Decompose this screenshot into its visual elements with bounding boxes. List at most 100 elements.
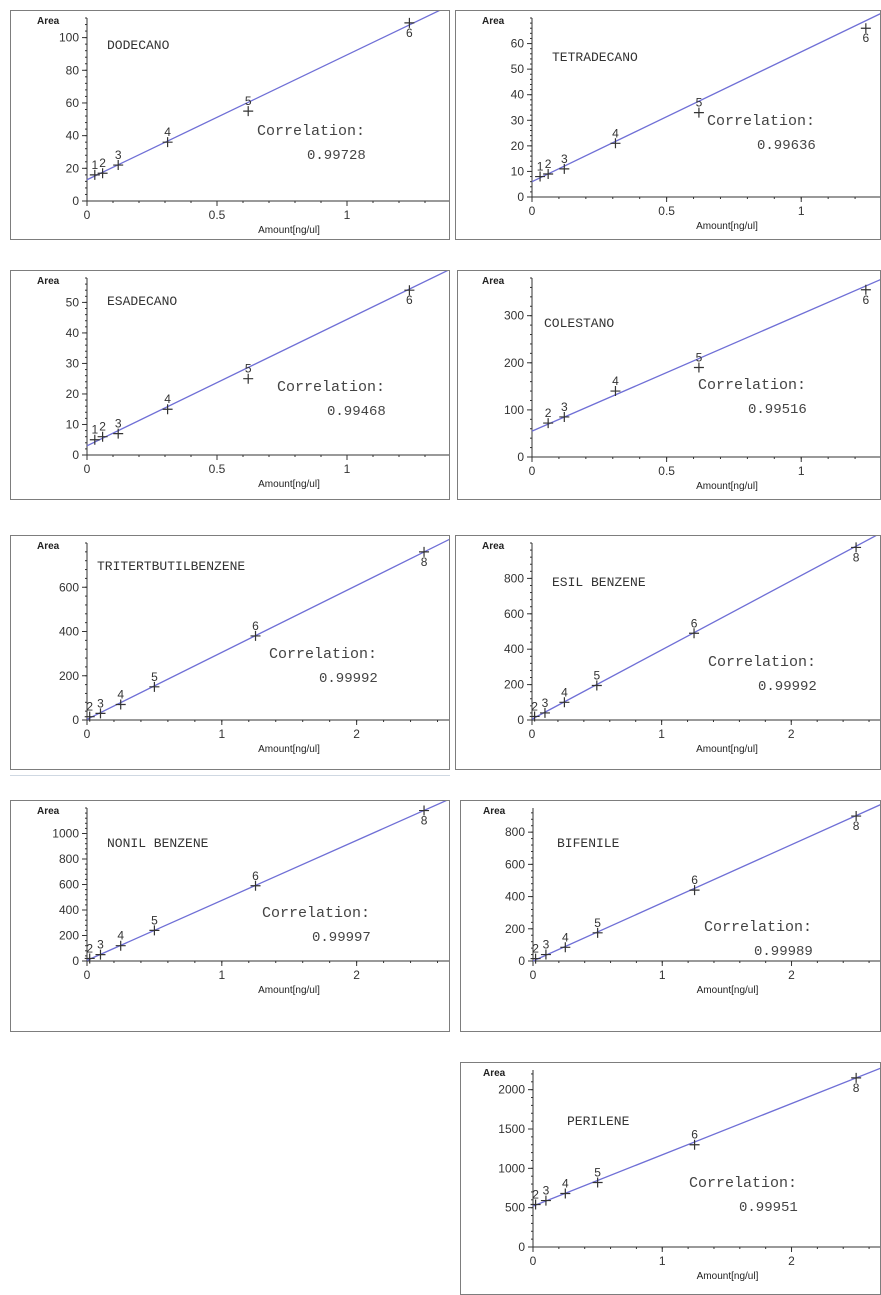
y-tick-label: 800 [504,571,524,585]
y-tick-label: 60 [511,37,525,51]
y-tick-label: 0 [72,713,79,727]
x-tick-label: 0 [529,464,536,478]
fit-line [531,13,880,183]
data-point-label: 4 [612,374,619,388]
chart-title: BIFENILE [557,836,620,851]
data-point-marker [860,284,871,295]
x-axis-label: Amount[ng/ul] [697,1271,759,1282]
data-point-marker [560,942,571,953]
y-axis-label: Area [483,806,506,817]
data-point-label: 4 [561,685,568,699]
chart-panel-esil-benzene: 0 200 400 600 800 0 1 2 Area Amount[ng/ul] 2 3 4 5 6 8 E… [455,535,881,770]
x-tick-label: 1 [218,968,225,982]
data-point-marker [113,160,124,171]
data-point-label: 2 [86,700,93,714]
data-point-label: 1 [537,160,544,174]
data-point-marker [693,107,704,118]
data-point-label: 1 [91,158,98,172]
chart-panel-perilene: 0 500 1000 1500 2000 0 1 2 Area Amount[ng/ul] 2 3 4 5… [460,1062,881,1295]
chart-panel-bifenile: 0 200 400 600 800 0 1 2 Area Amount[ng/ul] 2 3 4 5 6 8 B… [460,800,881,1032]
y-tick-label: 800 [505,825,525,839]
x-tick-label: 2 [788,1254,795,1268]
fit-line [86,271,449,447]
y-tick-label: 600 [59,878,79,892]
data-point-label: 2 [99,420,106,434]
data-point-label: 4 [562,1177,569,1191]
y-tick-label: 0 [517,713,524,727]
x-tick-label: 0.5 [209,462,226,476]
correlation-value: 0.99516 [748,402,807,418]
correlation-value: 0.99728 [307,148,366,164]
x-tick-label: 1 [344,462,351,476]
data-point-marker [592,927,603,938]
y-tick-label: 500 [505,1201,525,1215]
data-point-label: 3 [543,938,550,952]
fit-line [532,804,880,962]
x-axis-label: Amount[ng/ul] [258,744,320,755]
x-tick-label: 0 [530,1254,537,1268]
x-axis-label: Amount[ng/ul] [696,481,758,492]
y-tick-label: 40 [66,326,80,340]
data-point-marker [243,373,254,384]
data-point-marker [419,805,430,816]
y-tick-label: 80 [66,63,80,77]
data-point-label: 8 [421,555,428,569]
x-tick-label: 2 [788,727,795,741]
y-axis-label: Area [482,276,505,287]
data-point-label: 4 [117,688,124,702]
y-axis-label: Area [37,806,60,817]
data-point-label: 6 [252,619,259,633]
data-point-marker [97,431,108,442]
data-point-marker [592,1177,603,1188]
y-tick-label: 200 [505,922,525,936]
x-tick-label: 1 [218,727,225,741]
y-tick-label: 800 [59,852,79,866]
data-point-marker [404,17,415,28]
y-axis-label: Area [37,541,60,552]
correlation-value: 0.99989 [754,944,813,960]
data-point-label: 3 [115,148,122,162]
fit-line [86,538,449,720]
data-point-marker [89,169,100,180]
x-tick-label: 0 [84,462,91,476]
x-axis-label: Amount[ng/ul] [697,985,759,996]
y-tick-label: 0 [517,450,524,464]
y-tick-label: 0 [72,448,79,462]
correlation-label: Correlation: [698,377,806,394]
data-point-label: 6 [691,873,698,887]
fit-line [532,1067,880,1207]
y-tick-label: 100 [504,403,524,417]
data-point-marker [559,411,570,422]
data-point-marker [539,707,550,718]
y-tick-label: 40 [511,88,525,102]
y-tick-label: 0 [518,1240,525,1254]
data-point-marker [89,434,100,445]
data-point-marker [851,1072,862,1083]
x-tick-label: 1 [798,204,805,218]
data-point-marker [84,711,95,722]
chart-title: NONIL BENZENE [107,836,209,851]
data-point-label: 2 [532,1188,539,1202]
chart-title: TRITERTBUTILBENZENE [97,559,245,574]
correlation-value: 0.99636 [757,138,816,154]
x-tick-label: 2 [353,727,360,741]
data-point-marker [95,708,106,719]
fit-line [86,801,447,961]
correlation-label: Correlation: [269,646,377,663]
x-tick-label: 0 [84,727,91,741]
data-point-label: 8 [853,1081,860,1095]
data-point-marker [250,880,261,891]
data-point-marker [610,138,621,149]
x-tick-label: 1 [658,727,665,741]
y-tick-label: 10 [66,417,80,431]
data-point-label: 5 [696,351,703,365]
data-point-marker [851,811,862,822]
x-tick-label: 0 [530,968,537,982]
data-point-label: 2 [99,156,106,170]
data-point-label: 6 [863,293,870,307]
